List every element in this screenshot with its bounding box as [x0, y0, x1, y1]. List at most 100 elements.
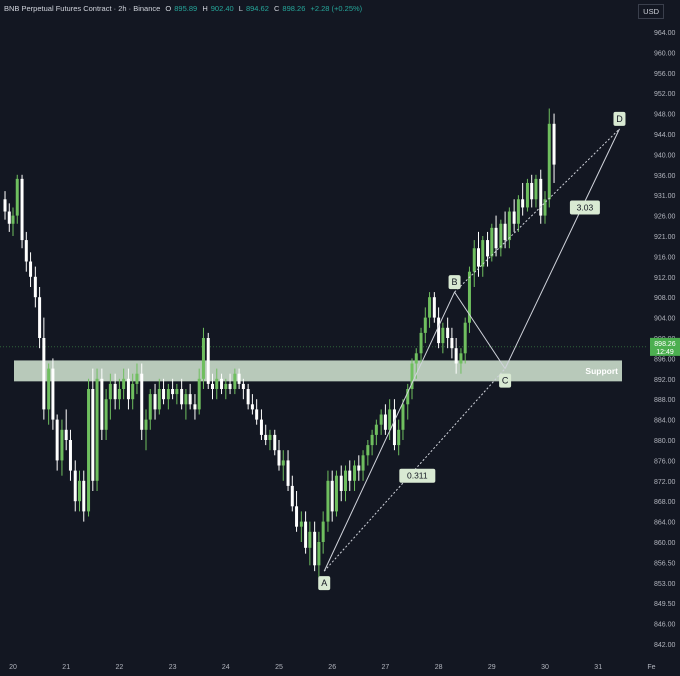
y-tick-label: 876.00 [654, 458, 676, 465]
y-tick-label: 842.00 [654, 642, 676, 649]
candle-body [547, 123, 551, 200]
candle-body [383, 414, 387, 430]
candle-body [437, 317, 441, 344]
candle-body [499, 223, 503, 249]
y-tick-label: 916.00 [654, 254, 676, 261]
candle-body [29, 261, 33, 277]
y-tick-label: 926.00 [654, 214, 676, 221]
candle-body [135, 373, 139, 384]
y-tick-label: 846.00 [654, 622, 676, 629]
candle-body [188, 394, 192, 405]
support-zone [14, 360, 622, 382]
candle-body [401, 404, 405, 430]
x-tick-label: Fe [647, 664, 655, 671]
y-tick-label: 948.00 [654, 112, 676, 119]
candle-body [264, 434, 268, 440]
candle-body [104, 399, 108, 430]
candle-body [259, 419, 263, 435]
candle-body [472, 248, 476, 272]
candle-body [450, 338, 454, 349]
candle-body [459, 353, 463, 364]
symbol-title: BNB Perpetual Futures Contract · 2h · Bi… [4, 4, 161, 13]
candle-body [286, 460, 290, 486]
candle-body [184, 394, 188, 405]
candle-body [15, 178, 19, 216]
candle-body [366, 445, 370, 456]
candle-body [131, 383, 135, 400]
candle-body [313, 531, 317, 566]
candle-body [122, 378, 126, 389]
ratio-label-box [399, 468, 436, 483]
leg-bd [454, 128, 620, 293]
candle-body [228, 383, 232, 389]
candle-body [113, 383, 117, 400]
candle-body [397, 429, 401, 446]
candle-body [321, 521, 325, 542]
candle-body [374, 424, 378, 435]
candle-body [348, 470, 352, 481]
change-value: +2.28 (+0.25%) [310, 4, 363, 13]
candle-body [193, 404, 197, 410]
x-tick-label: 22 [116, 664, 124, 671]
candle-body [530, 182, 534, 200]
currency-button[interactable]: USD [638, 4, 664, 19]
candle-body [521, 199, 525, 208]
candle-body [525, 182, 529, 208]
candle-body [507, 211, 511, 241]
candle-body [334, 475, 338, 512]
candle-body [255, 409, 259, 420]
close-label: C [274, 4, 280, 13]
candle-body [180, 389, 184, 405]
candle-body [166, 389, 170, 400]
candle-body [11, 215, 15, 224]
candle-body [423, 317, 427, 333]
candle-body [512, 211, 516, 224]
x-tick-label: 21 [62, 664, 70, 671]
candle-body [392, 409, 396, 446]
point-label-box [448, 275, 461, 290]
y-tick-label: 864.00 [654, 520, 676, 527]
open-label: O [165, 4, 172, 13]
candle-body [477, 248, 480, 267]
candle-body [250, 404, 254, 410]
y-tick-label: 892.00 [654, 377, 676, 384]
candle-body [175, 389, 179, 395]
candle-body [446, 327, 450, 338]
candle-body [268, 434, 272, 440]
x-tick-label: 30 [541, 664, 549, 671]
x-tick-label: 27 [382, 664, 390, 671]
candle-body [82, 480, 86, 512]
countdown-value: 12:49 [656, 349, 674, 356]
candle-body [38, 297, 42, 338]
leg-cd [504, 128, 620, 369]
candle-body [241, 383, 245, 389]
candle-body [490, 227, 494, 257]
y-tick-label: 956.00 [654, 71, 676, 78]
leg-bc [454, 291, 506, 369]
y-tick-label: 960.00 [654, 50, 676, 57]
candle-body [24, 240, 28, 262]
y-tick-label: 904.00 [654, 316, 676, 323]
candle-body [20, 178, 24, 241]
candle-body [339, 475, 343, 491]
chart-header: BNB Perpetual Futures Contract · 2h · Bi… [4, 4, 365, 13]
x-tick-label: 23 [169, 664, 177, 671]
low-label: L [238, 4, 243, 13]
candle-body [503, 223, 507, 241]
candle-body [299, 521, 303, 527]
candle-body [144, 419, 148, 430]
candle-body [126, 378, 130, 400]
candle-body [51, 368, 55, 420]
candle-body [162, 389, 166, 400]
last-price-value: 898.26 [654, 341, 676, 348]
candle-body [33, 276, 37, 298]
ratio-label-box [569, 200, 600, 215]
candle-body [353, 465, 357, 481]
candle-body [277, 450, 281, 466]
candle-body [108, 383, 112, 400]
candle-body [148, 394, 152, 420]
candle-body [95, 378, 99, 481]
candle-body [273, 434, 277, 451]
point-label: A [321, 578, 327, 588]
